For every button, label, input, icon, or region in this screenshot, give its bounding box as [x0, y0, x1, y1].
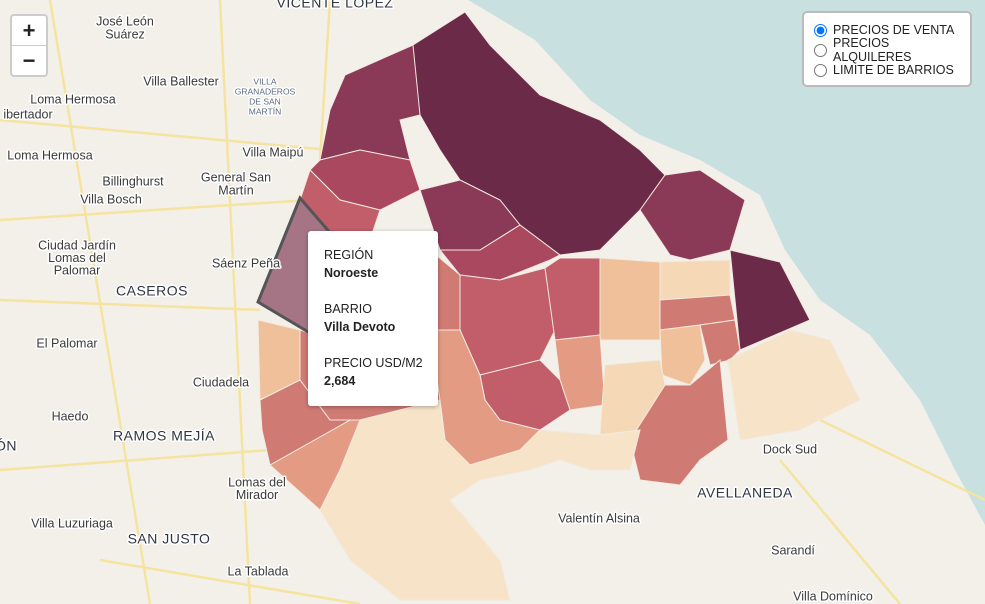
place-label: Martín: [218, 183, 253, 197]
place-label: Villa Domínico: [793, 589, 873, 603]
place-label: MARTÍN: [249, 106, 281, 116]
radio[interactable]: [814, 63, 827, 77]
place-label: Palomar: [54, 263, 101, 277]
place-label: Sarandí: [771, 543, 815, 557]
place-label: Billinghurst: [102, 174, 164, 188]
water: [468, 0, 985, 525]
layer-option[interactable]: LIMITE DE BARRIOS: [804, 60, 970, 80]
option-label: LIMITE DE BARRIOS: [833, 63, 954, 77]
place-label: Loma Hermosa: [7, 148, 92, 162]
place-label: Haedo: [52, 409, 89, 423]
place-label: Lomas del: [228, 475, 286, 489]
place-label: DE SAN: [249, 96, 281, 106]
place-label: Ciudadela: [193, 375, 249, 389]
place-label: Villa Bosch: [80, 192, 142, 206]
place-label: Valentín Alsina: [558, 511, 640, 525]
place-label: José León: [96, 14, 154, 28]
layer-option[interactable]: PRECIOS ALQUILERES: [804, 36, 970, 64]
place-label: Lomas del: [48, 251, 106, 265]
place-label: ÓN: [0, 438, 17, 454]
place-label: Villa Luzuriaga: [31, 516, 113, 530]
place-label: GRANADEROS: [235, 86, 296, 96]
place-label: Loma Hermosa: [30, 92, 115, 106]
zoom-in[interactable]: +: [22, 18, 36, 43]
layer-control: PRECIOS DE VENTA PRECIOS ALQUILERES LIMITE…: [802, 11, 972, 87]
tooltip-label: BARRIO: [324, 302, 372, 316]
layer-option[interactable]: PRECIOS DE VENTA: [804, 20, 970, 40]
place-label: ibertador: [3, 107, 52, 121]
tooltip-label: PRECIO USD/M2: [324, 356, 423, 370]
radio[interactable]: [814, 43, 827, 57]
place-label: Ciudad Jardín: [38, 238, 116, 252]
place-label: Mirador: [236, 488, 278, 502]
tooltip-value: 2,684: [324, 374, 356, 388]
tooltip-label: REGIÓN: [324, 248, 374, 262]
place-label: CASEROS: [116, 283, 188, 299]
radio[interactable]: [814, 23, 827, 37]
place-label: Villa Ballester: [143, 74, 219, 88]
place-label: El Palomar: [36, 336, 97, 350]
place-label: Villa Maipú: [243, 145, 304, 159]
tooltip-value: Noroeste: [324, 266, 379, 280]
place-label: VILLA: [253, 76, 276, 86]
option-label: PRECIOS DE VENTA: [833, 23, 955, 37]
place-label: VICENTE LÓPEZ: [277, 0, 394, 11]
place-label: Suárez: [105, 27, 145, 41]
place-label: SAN JUSTO: [128, 531, 211, 547]
place-label: RAMOS MEJÍA: [113, 428, 215, 444]
tooltip-value: Villa Devoto: [324, 320, 396, 334]
place-label: General San: [201, 170, 271, 184]
place-label: La Tablada: [228, 564, 289, 578]
zoom-control: + −: [10, 14, 48, 77]
place-label: Sáenz Peña: [212, 256, 280, 270]
zoom-out[interactable]: −: [12, 45, 46, 75]
place-label: Dock Sud: [763, 442, 817, 456]
place-label: AVELLANEDA: [697, 485, 793, 501]
tooltip: REGIÓN Noroeste BARRIO Villa Devoto PREC…: [308, 231, 438, 406]
option-label: PRECIOS ALQUILERES: [833, 36, 912, 64]
